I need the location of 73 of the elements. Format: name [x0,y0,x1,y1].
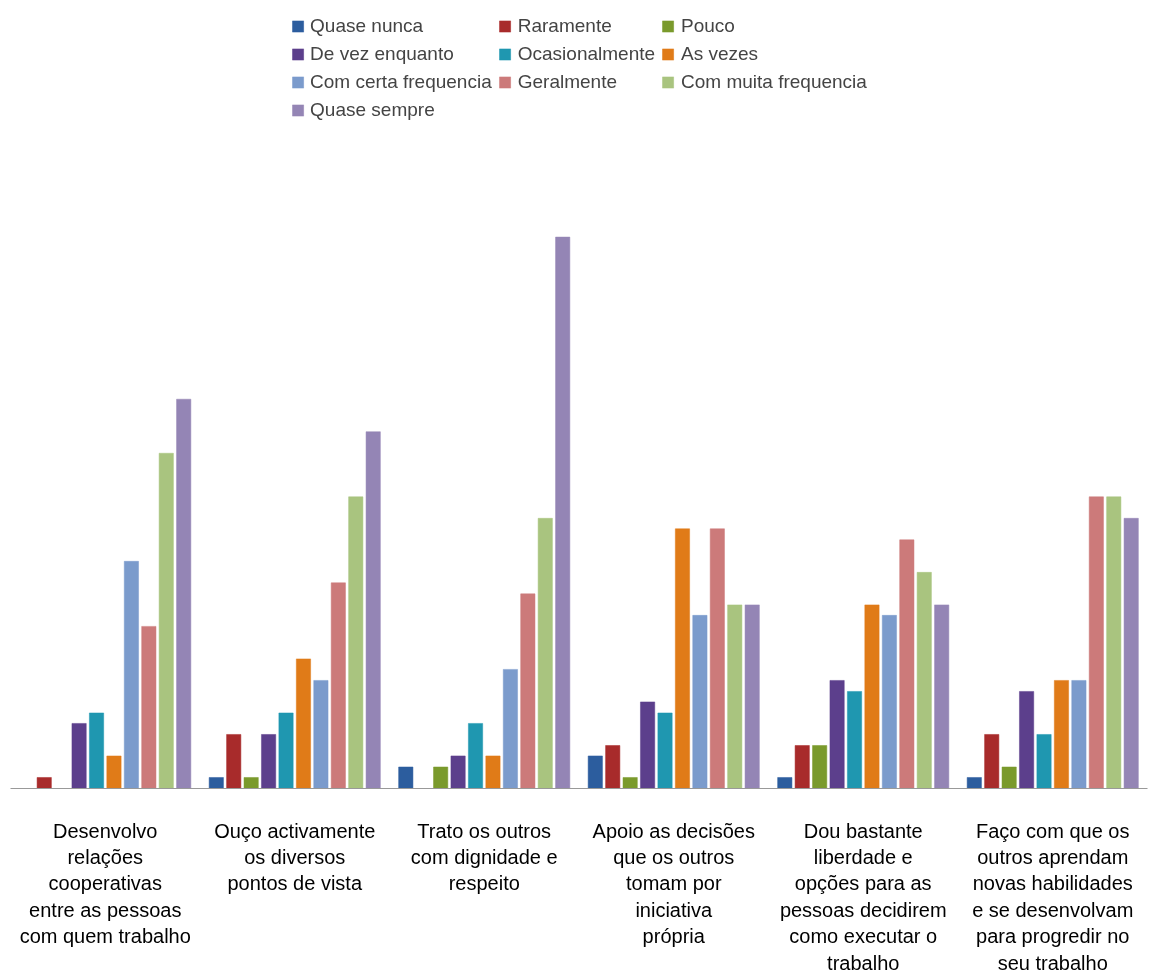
legend-label: Ocasionalmente [517,43,656,65]
bar [176,398,192,789]
legend-label: Com certa frequencia [310,71,492,93]
legend-label: Quase sempre [310,99,435,121]
x-tick-label: Trato os outros com dignidade e respeito [410,819,558,895]
legend-label: Pouco [681,15,735,37]
bar [450,755,466,789]
bar [847,691,862,789]
bar [261,734,276,789]
bar [243,777,259,789]
bar [348,496,364,789]
bar [864,604,880,789]
x-tick-label: Faço com que os outros aprendam novas habilidades e se desenvolvam para progredir no seu trabalho [972,819,1134,974]
bar [226,734,242,789]
bar [605,745,621,789]
bar [984,734,1000,789]
bar [587,755,603,789]
bar [934,604,950,789]
bar [829,680,845,789]
bar [744,604,760,789]
bar [1036,734,1052,789]
bar [485,755,501,789]
bar [1123,518,1139,789]
bar [537,518,553,789]
bar [208,777,224,789]
legend-label: As vezes [681,43,759,65]
bar [1106,496,1122,789]
bar [313,680,329,789]
bar [675,528,690,789]
legend-label: Com muita frequencia [681,71,867,93]
bar [1054,680,1069,789]
bar [124,561,139,789]
bar [468,723,483,789]
bar [365,431,381,789]
legend-label: Quase nunca [310,15,424,37]
bar [1019,691,1034,789]
bar [657,712,673,789]
bar [278,712,294,789]
bar [812,745,828,789]
bar [640,701,655,789]
x-tick-label: Dou bastante liberdade e opções para as pessoas decidirem como executar o trabalho [779,819,947,974]
bar [36,777,52,789]
bar [966,777,982,789]
bar [520,593,536,789]
bar [727,604,743,789]
x-tick-label: Desenvolvo relações cooperativas entre as pessoas com quem trabalho [19,819,191,948]
bar [916,572,932,789]
bar [794,745,810,789]
bar [622,777,638,789]
x-tick-label: Apoio as decisões que os outros tomam por iniciativa própria [592,819,755,948]
bar [709,528,725,789]
bar [141,626,157,789]
bar [433,766,449,789]
legend-label: De vez enquanto [310,43,454,65]
bar [882,615,897,789]
x-tick-label: Ouço activamente os diversos pontos de vista [214,819,376,895]
bar [503,669,518,789]
bar [555,236,571,789]
bar [1071,680,1087,789]
bar [106,755,122,789]
legend-label: Raramente [517,15,612,37]
bar [89,712,104,789]
bar [1088,496,1104,789]
bar [777,777,793,789]
legend-label: Geralmente [517,71,618,93]
bar [330,582,346,789]
bar [1001,766,1017,789]
bar [692,615,708,789]
bar [398,766,414,789]
bar [899,539,915,789]
bar [158,452,174,789]
bar [296,658,311,789]
bar [71,723,87,789]
